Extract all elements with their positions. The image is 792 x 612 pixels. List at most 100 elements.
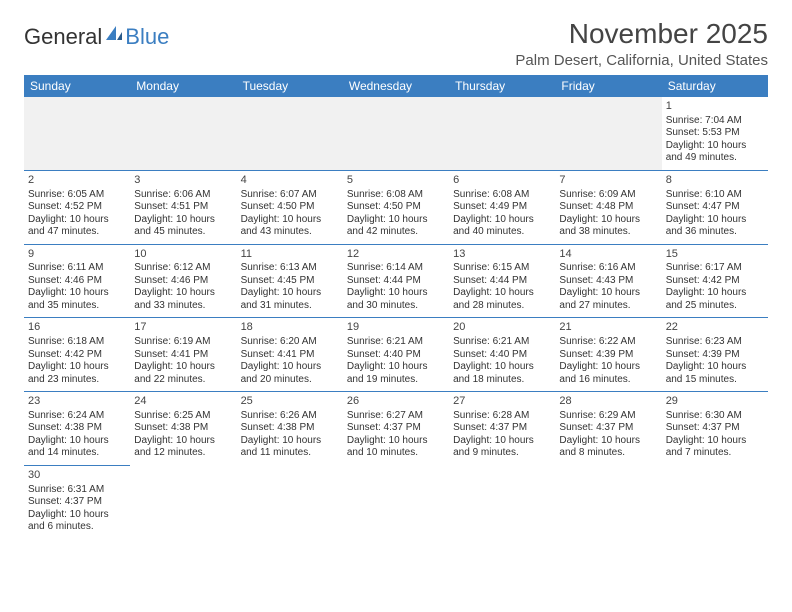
day-d1: Daylight: 10 hours <box>453 287 551 300</box>
day-sunrise: Sunrise: 6:21 AM <box>453 336 551 349</box>
day-sunrise: Sunrise: 6:23 AM <box>666 336 764 349</box>
calendar-cell: 14Sunrise: 6:16 AMSunset: 4:43 PMDayligh… <box>555 244 661 318</box>
day-sunset: Sunset: 4:52 PM <box>28 201 126 214</box>
day-d1: Daylight: 10 hours <box>28 361 126 374</box>
day-sunset: Sunset: 4:42 PM <box>28 349 126 362</box>
day-sunset: Sunset: 4:43 PM <box>559 275 657 288</box>
weekday-header: Sunday <box>24 75 130 97</box>
calendar-cell: 24Sunrise: 6:25 AMSunset: 4:38 PMDayligh… <box>130 392 236 466</box>
day-d2: and 23 minutes. <box>28 374 126 387</box>
day-d2: and 27 minutes. <box>559 300 657 313</box>
day-d1: Daylight: 10 hours <box>666 287 764 300</box>
day-d2: and 49 minutes. <box>666 152 764 165</box>
calendar-cell <box>343 97 449 170</box>
sail-icon <box>104 22 124 48</box>
calendar-row: 1Sunrise: 7:04 AMSunset: 5:53 PMDaylight… <box>24 97 768 170</box>
day-d1: Daylight: 10 hours <box>134 287 232 300</box>
day-sunrise: Sunrise: 6:22 AM <box>559 336 657 349</box>
calendar-cell <box>237 97 343 170</box>
day-sunset: Sunset: 4:39 PM <box>559 349 657 362</box>
day-sunset: Sunset: 4:46 PM <box>28 275 126 288</box>
calendar-cell <box>24 97 130 170</box>
day-sunset: Sunset: 4:50 PM <box>347 201 445 214</box>
day-d2: and 11 minutes. <box>241 447 339 460</box>
calendar-cell: 20Sunrise: 6:21 AMSunset: 4:40 PMDayligh… <box>449 318 555 392</box>
day-sunset: Sunset: 4:37 PM <box>559 422 657 435</box>
day-d2: and 7 minutes. <box>666 447 764 460</box>
day-number: 15 <box>666 248 764 262</box>
calendar-cell: 19Sunrise: 6:21 AMSunset: 4:40 PMDayligh… <box>343 318 449 392</box>
month-title: November 2025 <box>515 18 768 50</box>
calendar-cell <box>662 465 768 538</box>
day-sunset: Sunset: 4:37 PM <box>347 422 445 435</box>
calendar-cell: 9Sunrise: 6:11 AMSunset: 4:46 PMDaylight… <box>24 244 130 318</box>
calendar-cell: 3Sunrise: 6:06 AMSunset: 4:51 PMDaylight… <box>130 170 236 244</box>
day-d1: Daylight: 10 hours <box>666 361 764 374</box>
day-sunrise: Sunrise: 6:30 AM <box>666 410 764 423</box>
day-sunrise: Sunrise: 6:16 AM <box>559 262 657 275</box>
logo: General Blue <box>24 18 169 50</box>
day-d1: Daylight: 10 hours <box>347 361 445 374</box>
day-number: 29 <box>666 395 764 409</box>
day-d2: and 43 minutes. <box>241 226 339 239</box>
day-sunset: Sunset: 4:49 PM <box>453 201 551 214</box>
calendar-cell <box>343 465 449 538</box>
day-d1: Daylight: 10 hours <box>559 214 657 227</box>
calendar-cell <box>130 465 236 538</box>
calendar-cell: 5Sunrise: 6:08 AMSunset: 4:50 PMDaylight… <box>343 170 449 244</box>
calendar-cell: 8Sunrise: 6:10 AMSunset: 4:47 PMDaylight… <box>662 170 768 244</box>
day-number: 1 <box>666 100 764 114</box>
day-d2: and 45 minutes. <box>134 226 232 239</box>
day-number: 28 <box>559 395 657 409</box>
calendar-cell: 23Sunrise: 6:24 AMSunset: 4:38 PMDayligh… <box>24 392 130 466</box>
day-sunset: Sunset: 4:38 PM <box>134 422 232 435</box>
calendar-row: 23Sunrise: 6:24 AMSunset: 4:38 PMDayligh… <box>24 392 768 466</box>
day-d1: Daylight: 10 hours <box>347 435 445 448</box>
day-sunset: Sunset: 4:51 PM <box>134 201 232 214</box>
day-d2: and 8 minutes. <box>559 447 657 460</box>
calendar-cell: 18Sunrise: 6:20 AMSunset: 4:41 PMDayligh… <box>237 318 343 392</box>
day-sunset: Sunset: 4:38 PM <box>28 422 126 435</box>
day-d2: and 31 minutes. <box>241 300 339 313</box>
day-sunset: Sunset: 4:45 PM <box>241 275 339 288</box>
day-number: 16 <box>28 321 126 335</box>
day-sunrise: Sunrise: 6:14 AM <box>347 262 445 275</box>
day-d1: Daylight: 10 hours <box>241 287 339 300</box>
day-d1: Daylight: 10 hours <box>559 361 657 374</box>
day-sunrise: Sunrise: 6:20 AM <box>241 336 339 349</box>
day-number: 17 <box>134 321 232 335</box>
day-number: 27 <box>453 395 551 409</box>
calendar-cell: 28Sunrise: 6:29 AMSunset: 4:37 PMDayligh… <box>555 392 661 466</box>
calendar-cell: 4Sunrise: 6:07 AMSunset: 4:50 PMDaylight… <box>237 170 343 244</box>
day-sunset: Sunset: 4:41 PM <box>134 349 232 362</box>
day-sunrise: Sunrise: 6:31 AM <box>28 484 126 497</box>
day-sunrise: Sunrise: 6:12 AM <box>134 262 232 275</box>
calendar-row: 9Sunrise: 6:11 AMSunset: 4:46 PMDaylight… <box>24 244 768 318</box>
day-d1: Daylight: 10 hours <box>666 435 764 448</box>
day-sunset: Sunset: 5:53 PM <box>666 127 764 140</box>
day-number: 20 <box>453 321 551 335</box>
day-sunrise: Sunrise: 6:21 AM <box>347 336 445 349</box>
calendar-cell: 17Sunrise: 6:19 AMSunset: 4:41 PMDayligh… <box>130 318 236 392</box>
day-sunrise: Sunrise: 6:19 AM <box>134 336 232 349</box>
day-number: 22 <box>666 321 764 335</box>
day-sunset: Sunset: 4:40 PM <box>347 349 445 362</box>
day-d2: and 36 minutes. <box>666 226 764 239</box>
day-sunrise: Sunrise: 6:29 AM <box>559 410 657 423</box>
day-d2: and 35 minutes. <box>28 300 126 313</box>
day-d2: and 19 minutes. <box>347 374 445 387</box>
calendar-cell: 1Sunrise: 7:04 AMSunset: 5:53 PMDaylight… <box>662 97 768 170</box>
day-number: 6 <box>453 174 551 188</box>
day-d1: Daylight: 10 hours <box>28 287 126 300</box>
day-sunrise: Sunrise: 6:07 AM <box>241 189 339 202</box>
day-number: 24 <box>134 395 232 409</box>
day-d2: and 9 minutes. <box>453 447 551 460</box>
day-d2: and 22 minutes. <box>134 374 232 387</box>
calendar-cell <box>449 97 555 170</box>
weekday-header: Thursday <box>449 75 555 97</box>
weekday-header-row: SundayMondayTuesdayWednesdayThursdayFrid… <box>24 75 768 97</box>
day-sunset: Sunset: 4:47 PM <box>666 201 764 214</box>
weekday-header: Tuesday <box>237 75 343 97</box>
header: General Blue November 2025 Palm Desert, … <box>24 18 768 69</box>
day-sunset: Sunset: 4:39 PM <box>666 349 764 362</box>
